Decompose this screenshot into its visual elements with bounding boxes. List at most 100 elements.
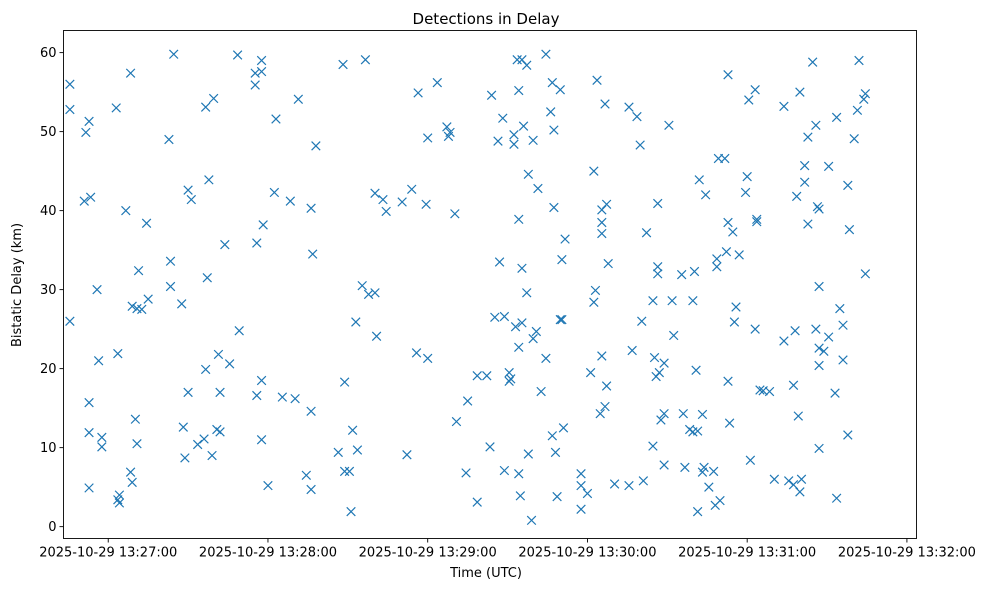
data-point (688, 295, 698, 306)
data-point (213, 349, 224, 360)
data-point (814, 281, 824, 292)
data-point (595, 408, 605, 419)
data-point (648, 295, 658, 306)
data-point (779, 336, 789, 346)
data-point (84, 427, 94, 438)
data-point (127, 477, 137, 488)
data-point (552, 491, 562, 502)
data-point (814, 343, 824, 353)
data-point (141, 218, 152, 228)
data-point (65, 316, 75, 326)
data-point (84, 116, 94, 127)
data-point (165, 281, 176, 292)
data-point (207, 450, 217, 461)
data-point (125, 467, 136, 477)
data-point (627, 345, 637, 356)
data-point (269, 187, 280, 198)
data-point (360, 55, 371, 65)
data-point (84, 397, 94, 408)
x-tick-label: 2025-10-29 13:27:00 (39, 546, 177, 561)
data-point (84, 483, 94, 493)
data-point (432, 77, 443, 88)
data-point (178, 422, 189, 432)
data-point (293, 94, 304, 104)
data-point (517, 263, 527, 274)
plot-frame (63, 30, 917, 539)
x-tick-label: 2025-10-29 13:30:00 (518, 546, 656, 561)
data-point (582, 488, 593, 499)
data-point (125, 68, 136, 78)
data-point (363, 289, 374, 300)
data-point (831, 112, 842, 123)
data-point (624, 480, 634, 491)
data-point (93, 356, 104, 366)
data-point (504, 367, 514, 378)
data-point (422, 353, 433, 364)
data-point (65, 79, 75, 89)
data-point (407, 184, 417, 195)
data-point (462, 396, 473, 406)
data-point (215, 427, 225, 437)
data-point (411, 348, 422, 358)
data-point (472, 371, 482, 381)
data-point (252, 390, 262, 401)
data-point (97, 432, 107, 443)
data-point (590, 285, 601, 296)
data-point (830, 388, 840, 398)
data-point (445, 127, 455, 138)
data-point (659, 358, 669, 368)
data-point (200, 102, 211, 112)
data-point (493, 136, 503, 146)
data-point (234, 325, 244, 336)
data-point (667, 295, 677, 306)
data-point (576, 468, 586, 479)
data-point (723, 70, 733, 80)
data-point (224, 359, 235, 369)
data-point (413, 88, 423, 98)
data-point (585, 367, 596, 378)
data-point (838, 320, 848, 330)
data-point (859, 94, 869, 104)
data-point (793, 411, 804, 421)
data-point (290, 393, 300, 404)
data-point (600, 401, 610, 412)
data-point (799, 177, 810, 187)
data-point (92, 284, 102, 295)
data-point (509, 130, 519, 140)
y-tick-label: 10 (40, 441, 57, 456)
data-point (779, 101, 789, 112)
data-point (849, 134, 859, 144)
data-point (183, 387, 193, 398)
data-point (256, 435, 267, 445)
x-tick-label: 2025-10-29 13:28:00 (199, 546, 337, 561)
data-point (351, 317, 361, 327)
data-point (723, 376, 733, 387)
data-point (744, 95, 754, 105)
data-point (814, 360, 824, 371)
data-point (143, 294, 153, 304)
data-point (514, 214, 524, 225)
data-point (523, 169, 534, 180)
data-point (547, 77, 558, 88)
y-tick-label: 20 (40, 362, 57, 377)
data-point (422, 133, 433, 143)
data-point (664, 120, 674, 131)
data-point (256, 55, 267, 66)
data-point (550, 447, 561, 458)
data-point (450, 209, 460, 219)
y-tick-label: 60 (40, 46, 57, 61)
data-point (256, 375, 267, 386)
data-point (592, 75, 602, 85)
data-point (844, 224, 855, 235)
data-point (522, 288, 532, 298)
data-point (461, 468, 471, 478)
data-point (597, 228, 607, 239)
data-point (499, 465, 510, 476)
data-point (638, 476, 649, 486)
data-point (370, 288, 380, 298)
data-point (740, 187, 751, 198)
y-tick-label: 50 (40, 125, 57, 140)
data-point (121, 205, 131, 216)
data-point (339, 466, 350, 477)
data-point (113, 348, 123, 359)
